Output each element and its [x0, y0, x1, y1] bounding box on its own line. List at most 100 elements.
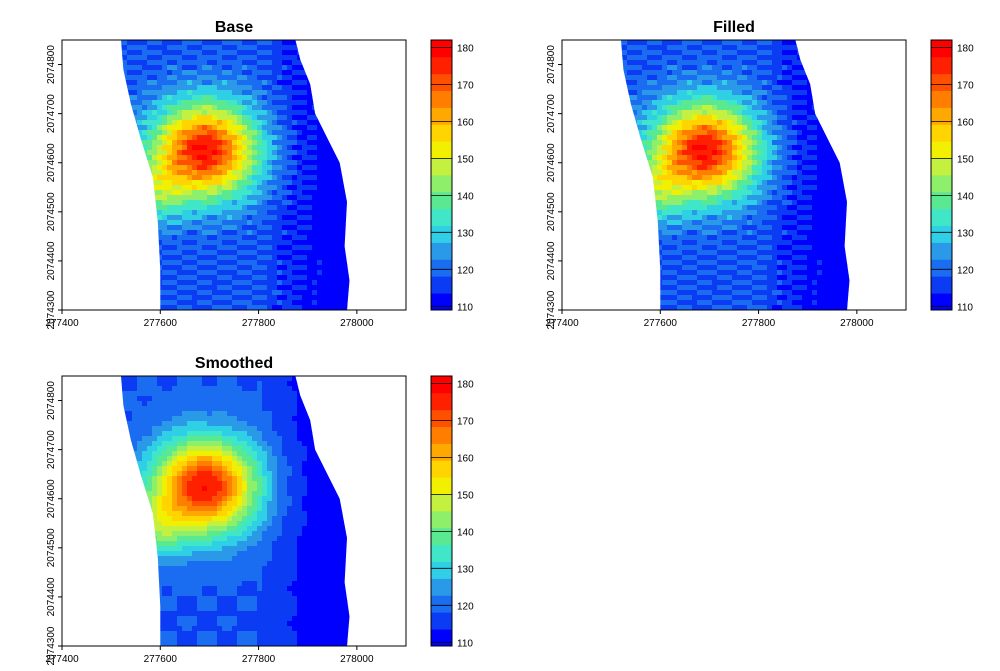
- y-tick-label: 2074600: [546, 143, 557, 182]
- x-tick-label: 277600: [144, 654, 178, 665]
- colorbar-frame: [430, 39, 453, 311]
- colorbar-swatch: [931, 56, 952, 75]
- colorbar-swatch: [431, 511, 452, 529]
- colorbar-tick-label: 170: [957, 80, 974, 91]
- y-tick-label: 2074600: [46, 143, 57, 182]
- colorbar-swatch: [431, 40, 452, 58]
- colorbar-swatch: [431, 612, 452, 630]
- panel-title: Smoothed: [195, 355, 273, 372]
- colorbar-swatch: [431, 527, 452, 546]
- colorbar-swatch: [431, 124, 452, 142]
- colorbar-swatch: [431, 392, 452, 411]
- x-tick-label: 277400: [545, 318, 579, 329]
- colorbar-swatch: [431, 409, 452, 428]
- y-tick-label: 2074800: [46, 381, 57, 420]
- colorbar-swatch: [431, 158, 452, 176]
- colorbar-swatch: [931, 73, 952, 92]
- x-tick-label: 277800: [242, 654, 276, 665]
- colorbar-tick-label: 140: [457, 527, 474, 538]
- plot-frame: [61, 375, 407, 647]
- colorbar-swatch: [931, 175, 952, 193]
- colorbar-tick-label: 130: [457, 228, 474, 239]
- heatmap-raster: [121, 40, 350, 310]
- panel-base: Base 277400 277600 277800 278000 2074300 2074…: [45, 19, 474, 329]
- colorbar-swatch: [431, 208, 452, 227]
- colorbar-tick-label: 150: [457, 154, 474, 165]
- colorbar-swatch: [431, 175, 452, 193]
- colorbar-swatch: [931, 242, 952, 260]
- colorbar-swatch: [431, 494, 452, 512]
- colorbar-tick-label: 110: [457, 638, 473, 649]
- panel-title: Filled: [713, 19, 755, 36]
- colorbar-tick-label: 180: [957, 43, 974, 54]
- colorbar-swatch: [931, 158, 952, 176]
- colorbar-tick-label: 170: [457, 416, 474, 427]
- y-tick-label: 2074700: [46, 94, 57, 133]
- colorbar-swatch: [431, 595, 452, 613]
- colorbar-swatch: [431, 225, 452, 243]
- y-tick-label: 2074500: [46, 192, 57, 231]
- y-tick-label: 2074800: [46, 45, 57, 84]
- panel-title: Base: [215, 19, 253, 36]
- colorbar-tick-label: 160: [957, 117, 974, 128]
- colorbar-swatch: [931, 276, 952, 294]
- y-tick-label: 2074800: [546, 45, 557, 84]
- heatmap-raster: [121, 376, 350, 646]
- colorbar-tick-label: 180: [457, 379, 474, 390]
- colorbar-tick-label: 130: [957, 228, 974, 239]
- colorbar-swatch: [431, 242, 452, 260]
- colorbar-swatch: [431, 443, 452, 461]
- colorbar-tick-label: 160: [457, 117, 474, 128]
- plot-frame: [561, 39, 907, 311]
- colorbar-swatch: [931, 225, 952, 243]
- colorbar-tick-label: 160: [457, 453, 474, 464]
- colorbar-frame: [930, 39, 953, 311]
- colorbar-tick-label: 150: [457, 490, 474, 501]
- heatmap-raster: [621, 40, 850, 310]
- colorbar-tick-label: 110: [957, 302, 973, 313]
- colorbar: 110 120 130 140 150 160 170 180: [430, 39, 474, 313]
- colorbar-swatch: [431, 141, 452, 159]
- x-tick-label: 277600: [144, 318, 178, 329]
- colorbar-swatch: [431, 191, 452, 210]
- colorbar-tick-label: 180: [457, 43, 474, 54]
- colorbar-swatch: [931, 293, 952, 311]
- colorbar-swatch: [931, 259, 952, 277]
- colorbar-swatch: [431, 73, 452, 92]
- colorbar-tick-label: 150: [957, 154, 974, 165]
- y-tick-label: 2074400: [546, 241, 557, 280]
- y-tick-label: 2074300: [546, 290, 557, 329]
- x-tick-label: 278000: [840, 318, 874, 329]
- y-tick-label: 2074300: [46, 290, 57, 329]
- y-tick-label: 2074300: [46, 626, 57, 665]
- colorbar-swatch: [431, 460, 452, 478]
- colorbar-swatch: [431, 276, 452, 294]
- colorbar-frame: [430, 375, 453, 647]
- colorbar: 110 120 130 140 150 160 170 180: [430, 375, 474, 649]
- colorbar-swatch: [431, 426, 452, 444]
- colorbar-swatch: [931, 141, 952, 159]
- y-tick-label: 2074600: [46, 479, 57, 518]
- x-tick-label: 278000: [340, 318, 374, 329]
- panel-filled: Filled 277400 277600 277800 278000 2074300 20…: [545, 19, 974, 329]
- colorbar-swatch: [431, 477, 452, 495]
- colorbar: 110 120 130 140 150 160 170 180: [930, 39, 974, 313]
- colorbar-swatch: [431, 376, 452, 394]
- y-tick-label: 2074400: [46, 241, 57, 280]
- colorbar-swatch: [431, 56, 452, 75]
- x-tick-label: 277400: [45, 318, 79, 329]
- x-tick-label: 277800: [742, 318, 776, 329]
- x-tick-label: 277600: [644, 318, 678, 329]
- colorbar-tick-label: 110: [457, 302, 473, 313]
- colorbar-swatch: [431, 259, 452, 277]
- colorbar-swatch: [431, 90, 452, 108]
- colorbar-tick-label: 120: [957, 265, 974, 276]
- colorbar-swatch: [431, 544, 452, 563]
- x-tick-label: 277800: [242, 318, 276, 329]
- plot-frame: [61, 39, 407, 311]
- colorbar-tick-label: 140: [457, 191, 474, 202]
- colorbar-tick-label: 170: [457, 80, 474, 91]
- y-tick-label: 2074500: [546, 192, 557, 231]
- colorbar-swatch: [431, 578, 452, 596]
